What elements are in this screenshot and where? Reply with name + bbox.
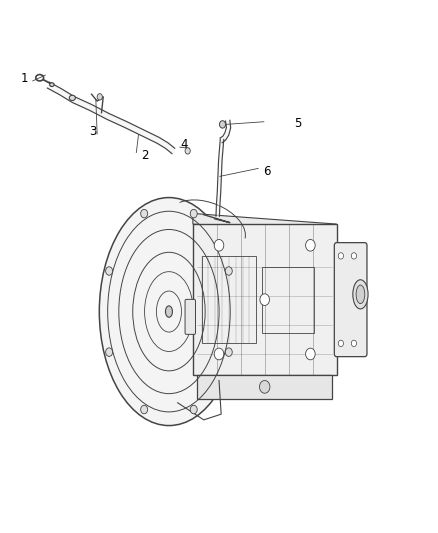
Ellipse shape bbox=[353, 280, 368, 309]
Circle shape bbox=[225, 266, 232, 275]
Circle shape bbox=[141, 209, 148, 218]
Ellipse shape bbox=[356, 285, 365, 304]
Text: 5: 5 bbox=[293, 117, 301, 130]
Circle shape bbox=[106, 348, 113, 357]
Circle shape bbox=[219, 120, 226, 128]
FancyBboxPatch shape bbox=[193, 224, 336, 375]
Ellipse shape bbox=[49, 83, 54, 86]
Text: 4: 4 bbox=[180, 138, 188, 151]
Circle shape bbox=[214, 348, 224, 360]
Circle shape bbox=[141, 405, 148, 414]
Circle shape bbox=[106, 266, 113, 275]
Circle shape bbox=[225, 348, 232, 357]
FancyBboxPatch shape bbox=[334, 243, 367, 357]
Ellipse shape bbox=[69, 95, 75, 101]
Ellipse shape bbox=[166, 306, 173, 317]
Circle shape bbox=[338, 253, 343, 259]
Circle shape bbox=[190, 209, 197, 218]
Polygon shape bbox=[193, 214, 336, 235]
Circle shape bbox=[338, 340, 343, 346]
Text: 6: 6 bbox=[263, 165, 271, 177]
Circle shape bbox=[260, 294, 269, 305]
Circle shape bbox=[214, 239, 224, 251]
Circle shape bbox=[190, 405, 197, 414]
Circle shape bbox=[185, 148, 190, 154]
Circle shape bbox=[351, 340, 357, 346]
Polygon shape bbox=[193, 224, 228, 375]
Text: 2: 2 bbox=[141, 149, 149, 161]
Text: 1: 1 bbox=[20, 72, 28, 85]
Polygon shape bbox=[197, 375, 332, 399]
FancyBboxPatch shape bbox=[185, 300, 195, 334]
Ellipse shape bbox=[99, 198, 239, 425]
Text: 3: 3 bbox=[89, 125, 96, 138]
Circle shape bbox=[259, 381, 270, 393]
Circle shape bbox=[351, 253, 357, 259]
Circle shape bbox=[97, 94, 102, 100]
Circle shape bbox=[306, 348, 315, 360]
Circle shape bbox=[306, 239, 315, 251]
